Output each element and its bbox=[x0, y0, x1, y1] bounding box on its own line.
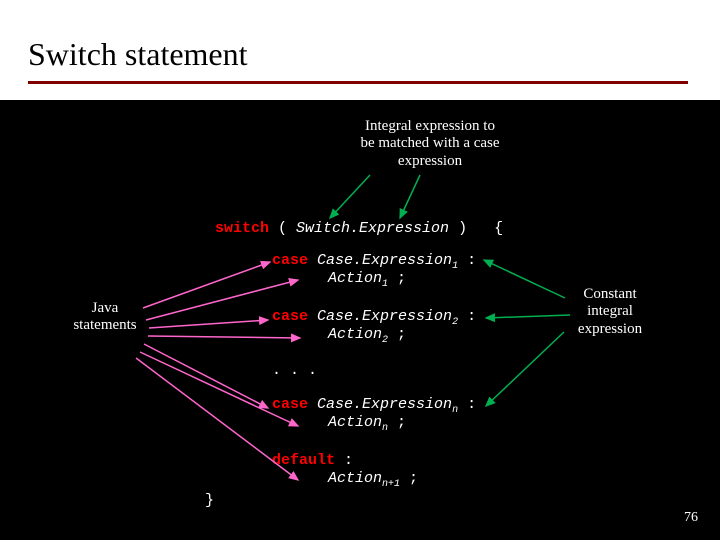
code-ellipsis: . . . bbox=[272, 362, 317, 379]
kw-case: case bbox=[272, 308, 308, 325]
annotation-top: Integral expression tobe matched with a … bbox=[330, 118, 530, 170]
annotation-left: Javastatements bbox=[60, 300, 150, 335]
title-underline bbox=[28, 81, 688, 84]
code-case2: case Case.Expression2 : bbox=[272, 308, 476, 328]
code-action1: Action1 ; bbox=[328, 270, 406, 290]
kw-switch: switch bbox=[215, 220, 269, 237]
kw-default: default bbox=[272, 452, 335, 469]
annotation-right: Constantintegralexpression bbox=[560, 286, 660, 338]
code-action-default: Actionn+1 ; bbox=[328, 470, 418, 490]
code-switch-line: switch ( Switch.Expression ) { bbox=[215, 220, 503, 237]
code-default: default : bbox=[272, 452, 353, 469]
code-action2: Action2 ; bbox=[328, 326, 406, 346]
kw-case: case bbox=[272, 396, 308, 413]
code-actionn: Actionn ; bbox=[328, 414, 406, 434]
slide-body: Integral expression tobe matched with a … bbox=[0, 100, 720, 540]
lbrace: { bbox=[494, 220, 503, 237]
page-title: Switch statement bbox=[28, 36, 720, 73]
page-number: 76 bbox=[684, 510, 698, 526]
title-area: Switch statement bbox=[0, 0, 720, 84]
code-casen: case Case.Expressionn : bbox=[272, 396, 476, 416]
code-case1: case Case.Expression1 : bbox=[272, 252, 476, 272]
kw-case: case bbox=[272, 252, 308, 269]
rbrace: } bbox=[205, 492, 214, 509]
switch-expression: Switch.Expression bbox=[296, 220, 449, 237]
